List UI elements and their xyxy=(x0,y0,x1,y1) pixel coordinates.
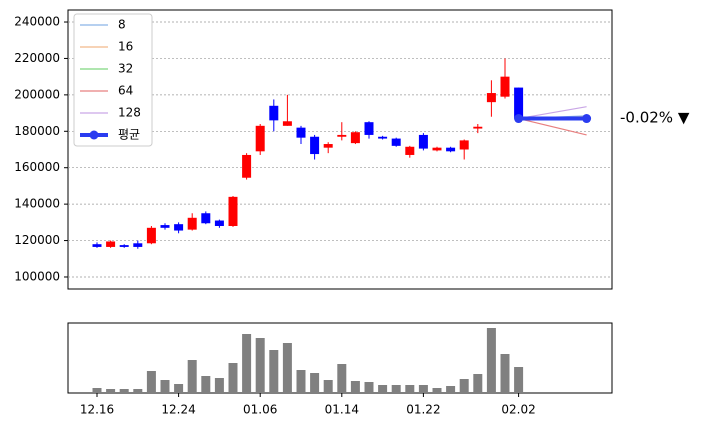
candle-body xyxy=(160,225,170,228)
legend-dot xyxy=(89,130,99,140)
volume-bar xyxy=(486,328,496,393)
volume-bar xyxy=(106,389,116,393)
candle-body xyxy=(310,136,320,155)
x-tick-label: 01.14 xyxy=(325,403,359,417)
candle-body xyxy=(500,76,510,97)
y-tick-label: 140000 xyxy=(14,197,60,211)
volume-bar xyxy=(242,334,252,393)
candle-body xyxy=(473,126,483,129)
y-tick-label: 220000 xyxy=(14,51,60,65)
candle-body xyxy=(255,125,265,152)
candle-body xyxy=(187,217,197,230)
volume-bar xyxy=(214,378,224,393)
volume-bar xyxy=(92,388,102,393)
volume-bar xyxy=(418,385,428,393)
candle-body xyxy=(106,241,116,247)
x-tick-label: 12.24 xyxy=(161,403,195,417)
volume-bar xyxy=(146,371,156,393)
x-tick-label: 01.06 xyxy=(243,403,277,417)
volume-bar xyxy=(446,386,456,393)
main-frame xyxy=(67,9,613,290)
volume-bar xyxy=(350,381,360,393)
x-tick-label: 12.16 xyxy=(80,403,114,417)
candle-body xyxy=(214,220,224,226)
y-tick-label: 100000 xyxy=(14,269,60,283)
candle-body xyxy=(242,154,252,178)
average-dot xyxy=(514,114,524,124)
volume-bar xyxy=(296,370,306,393)
candle-body xyxy=(391,138,401,146)
candle-body xyxy=(119,245,129,247)
y-tick-label: 120000 xyxy=(14,233,60,247)
candle-body xyxy=(174,224,184,231)
candle-body xyxy=(201,213,211,224)
legend-label: 32 xyxy=(118,62,133,76)
x-tick-label: 01.22 xyxy=(406,403,440,417)
candle-body xyxy=(446,147,456,152)
candle-body xyxy=(514,87,524,119)
candle-body xyxy=(282,121,292,126)
annotation: -0.02% ▼ xyxy=(620,109,690,127)
volume-bar xyxy=(514,367,524,393)
legend-label: 평균 xyxy=(118,128,140,142)
y-tick-label: 240000 xyxy=(14,15,60,29)
candle-body xyxy=(337,134,347,137)
legend-label: 16 xyxy=(118,40,133,54)
volume-bar xyxy=(432,388,442,393)
candle-body xyxy=(350,132,360,144)
volume-bar xyxy=(378,385,388,393)
candle-body xyxy=(296,127,306,138)
candle-body xyxy=(92,244,102,247)
legend: 8 16 32 64 128 평균 xyxy=(73,13,153,147)
volume-bar xyxy=(282,343,292,393)
volume-bar xyxy=(323,380,333,393)
volume-bar xyxy=(119,389,129,393)
volume-bar xyxy=(391,385,401,393)
candle-body xyxy=(486,93,496,103)
volume-bar xyxy=(255,338,265,393)
candle-body xyxy=(228,196,238,226)
volume-bar xyxy=(337,364,347,393)
average-dot xyxy=(582,114,592,124)
candle-body xyxy=(405,146,415,155)
candle-body xyxy=(133,243,143,247)
y-tick-label: 160000 xyxy=(14,160,60,174)
volume-bar xyxy=(364,382,374,393)
volume-bar xyxy=(473,374,483,393)
volume-bar xyxy=(174,384,184,393)
candle-body xyxy=(459,140,469,150)
projection-line xyxy=(518,117,587,136)
candle-body xyxy=(418,134,428,149)
candle-body xyxy=(146,227,156,244)
candle-body xyxy=(432,147,442,151)
legend-label: 128 xyxy=(118,106,141,120)
volume-bar xyxy=(405,385,415,393)
volume-bar xyxy=(269,350,279,393)
volume-bar xyxy=(133,389,143,393)
x-tick-label: 02.02 xyxy=(501,403,535,417)
volume-bar xyxy=(228,363,238,393)
candle-body xyxy=(378,136,388,139)
candle-body xyxy=(323,144,333,148)
volume-bar xyxy=(187,360,197,393)
candle-body xyxy=(364,122,374,135)
legend-box xyxy=(73,13,153,147)
volume-bar xyxy=(500,354,510,393)
volume-bar xyxy=(459,379,469,393)
volume-bar xyxy=(160,380,170,393)
volume-bar xyxy=(310,373,320,393)
legend-label: 8 xyxy=(118,18,126,32)
candle-body xyxy=(269,105,279,121)
volume-bar xyxy=(201,376,211,393)
y-tick-label: 200000 xyxy=(14,87,60,101)
y-tick-label: 180000 xyxy=(14,124,60,138)
legend-label: 64 xyxy=(118,84,133,98)
